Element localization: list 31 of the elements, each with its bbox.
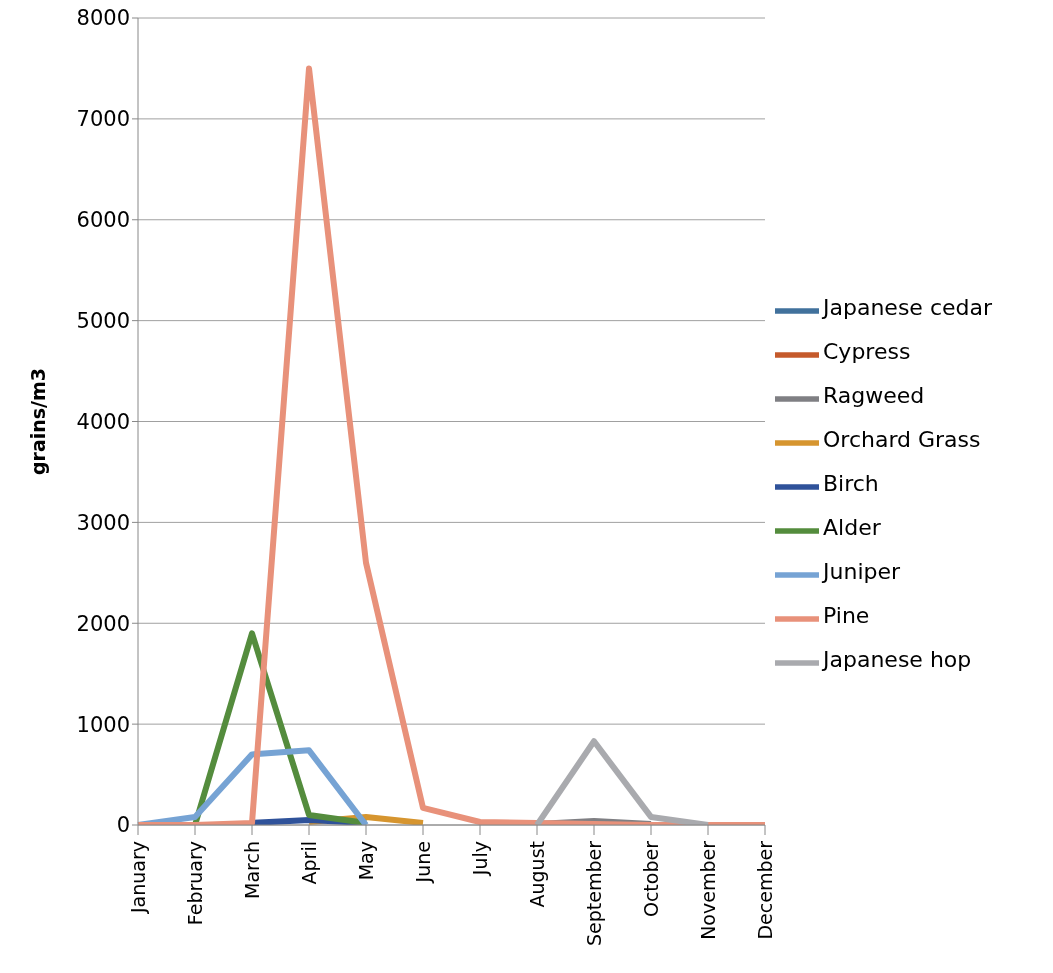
x-tick-label: February — [184, 841, 207, 926]
legend-label: Pine — [823, 603, 870, 628]
x-tick-label: September — [583, 840, 606, 947]
y-axis-title: grains/m3 — [26, 367, 49, 476]
x-tick-label: June — [412, 841, 435, 884]
y-tick-label: 2000 — [76, 611, 130, 636]
y-tick-label: 5000 — [76, 309, 130, 334]
x-tick-label: December — [754, 840, 777, 940]
legend-label: Cypress — [823, 339, 911, 364]
y-tick-label: 8000 — [76, 6, 130, 31]
x-tick-label: May — [355, 841, 378, 881]
x-tick-label: April — [298, 841, 321, 885]
x-tick-label: March — [241, 841, 264, 899]
x-tick-label: July — [469, 841, 492, 877]
y-tick-label: 4000 — [76, 409, 130, 434]
legend-label: Juniper — [823, 559, 901, 584]
legend-label: Birch — [823, 471, 879, 496]
x-tick-label: November — [697, 840, 720, 940]
legend-label: Japanese cedar — [823, 295, 993, 320]
y-tick-label: 3000 — [76, 510, 130, 535]
x-tick-label: January — [127, 841, 150, 915]
y-tick-label: 6000 — [76, 208, 130, 233]
legend-label: Orchard Grass — [823, 427, 981, 452]
legend-label: Alder — [823, 515, 881, 540]
y-tick-label: 7000 — [76, 107, 130, 132]
legend-label: Ragweed — [823, 383, 925, 408]
y-tick-label: 0 — [116, 813, 130, 838]
x-tick-label: August — [526, 841, 549, 908]
legend-label: Japanese hop — [823, 647, 972, 672]
y-tick-label: 1000 — [76, 712, 130, 737]
x-tick-label: October — [640, 840, 663, 918]
